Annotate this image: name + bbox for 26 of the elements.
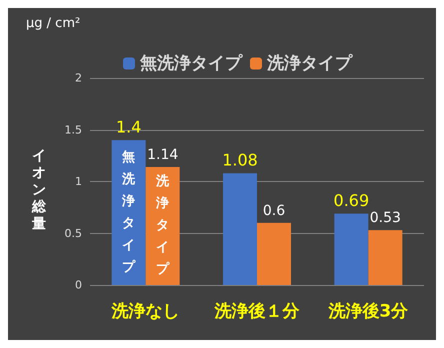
y-tick-label: 0.5 xyxy=(64,226,82,240)
bar xyxy=(368,230,402,285)
y-tick-label: 2 xyxy=(75,72,82,84)
x-tick-label: 洗浄後3分 xyxy=(327,302,410,322)
x-tick-label: 洗浄後１分 xyxy=(214,302,300,322)
bar xyxy=(257,222,291,285)
y-axis-title: イオン総量 xyxy=(30,148,47,233)
data-label: 1.08 xyxy=(222,150,258,170)
y-tick-label: 0 xyxy=(75,278,82,292)
bar xyxy=(334,214,368,285)
bar xyxy=(223,173,257,285)
bar xyxy=(146,167,180,285)
y-tick-label: 1.5 xyxy=(64,123,82,136)
data-label: 0.69 xyxy=(334,191,370,210)
bar xyxy=(112,140,146,285)
annotation: 洗浄タイプ xyxy=(155,173,171,279)
data-label: 0.53 xyxy=(370,210,401,226)
data-label: 1.4 xyxy=(116,118,142,137)
legend-label: 無洗浄タイプ xyxy=(139,54,243,74)
text: µg / cm² xyxy=(26,16,80,31)
annotation: 無洗浄タイプ xyxy=(121,148,137,277)
x-tick-label: 洗浄なし xyxy=(110,302,180,322)
legend-label: 洗浄タイプ xyxy=(266,54,353,74)
y-tick-label: 1 xyxy=(75,175,82,188)
data-label: 0.6 xyxy=(262,202,286,219)
data-label: 1.14 xyxy=(147,147,178,164)
